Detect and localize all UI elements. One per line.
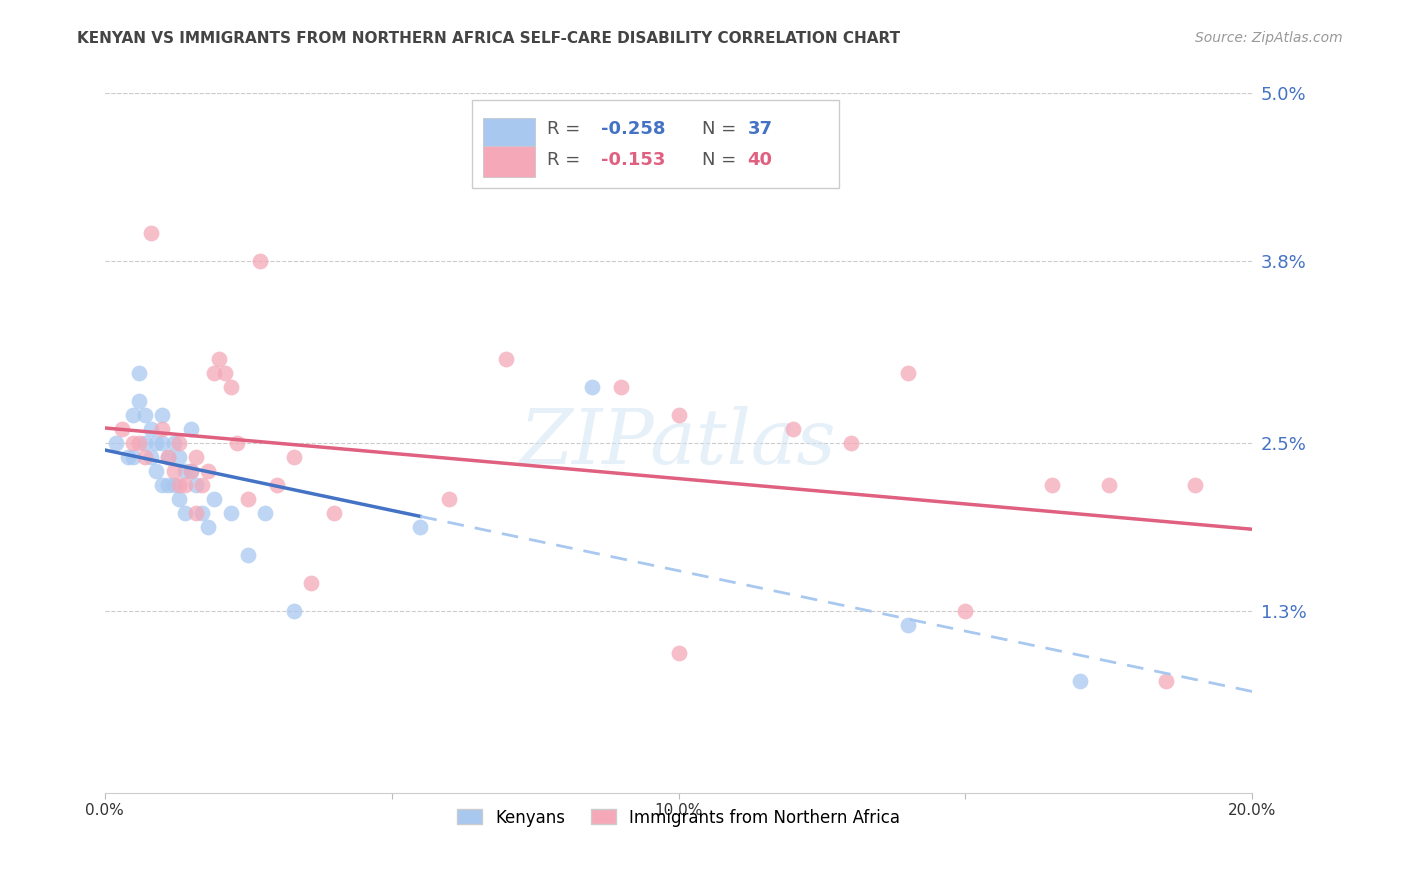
Point xyxy=(266,478,288,492)
Point xyxy=(111,422,134,436)
Point xyxy=(174,506,197,520)
Point xyxy=(156,478,179,492)
Text: N =: N = xyxy=(702,120,741,138)
Point xyxy=(1040,478,1063,492)
Point xyxy=(202,366,225,380)
Legend: Kenyans, Immigrants from Northern Africa: Kenyans, Immigrants from Northern Africa xyxy=(450,802,907,833)
Text: 37: 37 xyxy=(748,120,772,138)
Text: KENYAN VS IMMIGRANTS FROM NORTHERN AFRICA SELF-CARE DISABILITY CORRELATION CHART: KENYAN VS IMMIGRANTS FROM NORTHERN AFRIC… xyxy=(77,31,900,46)
Point xyxy=(128,366,150,380)
Point xyxy=(128,394,150,409)
Point xyxy=(299,575,322,590)
Point xyxy=(214,366,236,380)
Point xyxy=(169,491,191,506)
Point xyxy=(105,436,128,450)
Point xyxy=(610,380,633,394)
Point xyxy=(150,422,173,436)
Text: R =: R = xyxy=(547,151,585,169)
Point xyxy=(186,506,208,520)
Point xyxy=(117,450,139,464)
Point xyxy=(162,464,184,478)
Point xyxy=(150,478,173,492)
Point xyxy=(139,226,162,240)
Point xyxy=(186,450,208,464)
Text: -0.258: -0.258 xyxy=(600,120,665,138)
Point xyxy=(139,422,162,436)
Point xyxy=(249,254,271,268)
Point xyxy=(197,464,219,478)
Text: N =: N = xyxy=(702,151,741,169)
Point xyxy=(409,520,432,534)
Point xyxy=(236,548,259,562)
Point xyxy=(839,436,862,450)
Point xyxy=(202,491,225,506)
Text: R =: R = xyxy=(547,120,585,138)
Point xyxy=(897,366,920,380)
Text: ZIPatlas: ZIPatlas xyxy=(520,406,837,480)
Point xyxy=(1156,673,1178,688)
Point xyxy=(283,604,305,618)
FancyBboxPatch shape xyxy=(484,118,536,149)
Point xyxy=(156,450,179,464)
Point xyxy=(581,380,603,394)
Point xyxy=(134,408,156,422)
Point xyxy=(162,478,184,492)
Point xyxy=(197,520,219,534)
Point xyxy=(782,422,804,436)
Point xyxy=(180,464,202,478)
Point xyxy=(191,478,214,492)
Point xyxy=(323,506,346,520)
Point xyxy=(145,464,167,478)
Point xyxy=(283,450,305,464)
Point xyxy=(169,478,191,492)
Point xyxy=(668,408,690,422)
Point xyxy=(1098,478,1121,492)
Point xyxy=(219,506,242,520)
Point xyxy=(897,617,920,632)
FancyBboxPatch shape xyxy=(484,145,536,178)
Text: -0.153: -0.153 xyxy=(600,151,665,169)
Point xyxy=(225,436,247,450)
Point xyxy=(150,436,173,450)
Point xyxy=(169,436,191,450)
Point xyxy=(145,436,167,450)
Point xyxy=(1184,478,1206,492)
Point xyxy=(128,436,150,450)
Point xyxy=(180,464,202,478)
Point xyxy=(139,450,162,464)
Point xyxy=(134,450,156,464)
Point xyxy=(156,450,179,464)
Point xyxy=(174,464,197,478)
Point xyxy=(122,408,145,422)
Point xyxy=(122,436,145,450)
Point xyxy=(150,408,173,422)
Point xyxy=(254,506,277,520)
Point xyxy=(437,491,460,506)
Point xyxy=(191,506,214,520)
Point xyxy=(219,380,242,394)
Point xyxy=(495,352,517,367)
Point xyxy=(180,422,202,436)
Point xyxy=(169,450,191,464)
Text: 40: 40 xyxy=(748,151,772,169)
Point xyxy=(186,478,208,492)
Point xyxy=(208,352,231,367)
Point xyxy=(122,450,145,464)
Point xyxy=(174,478,197,492)
Point xyxy=(668,646,690,660)
Text: Source: ZipAtlas.com: Source: ZipAtlas.com xyxy=(1195,31,1343,45)
Point xyxy=(236,491,259,506)
Point xyxy=(1069,673,1091,688)
Point xyxy=(955,604,977,618)
Point xyxy=(134,436,156,450)
FancyBboxPatch shape xyxy=(472,101,839,187)
Point xyxy=(162,436,184,450)
